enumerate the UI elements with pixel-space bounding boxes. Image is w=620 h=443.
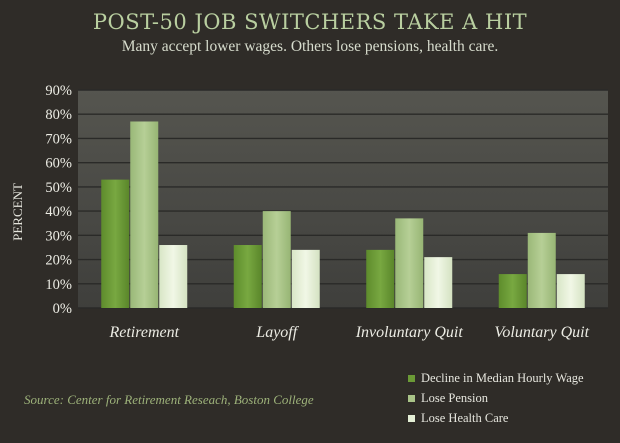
legend-label-wage: Decline in Median Hourly Wage xyxy=(421,370,584,385)
bar-wage-decline xyxy=(498,274,527,308)
legend-item-pension: Lose Pension xyxy=(408,388,616,408)
y-tick-label: 60% xyxy=(45,156,72,172)
y-tick-label: 10% xyxy=(45,277,72,293)
y-tick-label: 90% xyxy=(45,83,72,99)
y-axis-ticks: 0% 10% 20% 30% 40% 50% 60% 70% 80% 90% xyxy=(45,83,72,317)
source-note: Source: Center for Retirement Reseach, B… xyxy=(24,392,314,407)
x-tick-label: Involuntary Quit xyxy=(355,324,464,341)
bar-lose-health-care xyxy=(291,249,320,308)
bar-wage-decline xyxy=(101,179,130,308)
x-tick-label: Layoff xyxy=(255,324,299,341)
x-axis-ticks: Retirement Layoff Involuntary Quit Voluntar… xyxy=(108,324,589,341)
chart-title: POST-50 JOB SWITCHERS TAKE A HIT xyxy=(92,10,528,34)
legend-label-pension: Lose Pension xyxy=(421,390,489,405)
x-tick-label: Voluntary Quit xyxy=(494,324,589,341)
bar-lose-pension xyxy=(262,211,291,308)
bar-lose-health-care xyxy=(424,257,453,308)
x-tick-label: Retirement xyxy=(108,324,179,341)
legend-label-health: Lose Health Care xyxy=(421,410,509,425)
bars xyxy=(101,121,585,308)
legend-swatch-pension xyxy=(408,394,415,402)
bar-lose-health-care xyxy=(159,245,188,308)
legend-swatch-wage xyxy=(408,374,415,382)
bar-wage-decline xyxy=(233,245,262,308)
y-tick-label: 70% xyxy=(45,131,72,147)
y-tick-label: 40% xyxy=(45,204,72,220)
legend-swatch-health xyxy=(408,414,415,422)
y-tick-label: 30% xyxy=(45,228,72,244)
y-tick-label: 50% xyxy=(45,180,72,196)
bar-lose-pension xyxy=(527,232,556,308)
legend-item-wage: Decline in Median Hourly Wage xyxy=(408,368,616,388)
bar-lose-health-care xyxy=(556,274,585,308)
y-axis-label: PERCENT xyxy=(10,183,25,241)
bar-lose-pension xyxy=(395,218,424,308)
chart-subtitle: Many accept lower wages. Others lose pen… xyxy=(121,38,499,55)
bar-wage-decline xyxy=(366,249,395,308)
y-tick-label: 0% xyxy=(53,301,72,317)
y-tick-label: 20% xyxy=(45,253,72,269)
bar-lose-pension xyxy=(130,121,159,308)
y-tick-label: 80% xyxy=(45,107,72,123)
legend: Decline in Median Hourly Wage Lose Pensi… xyxy=(408,368,616,428)
legend-item-health: Lose Health Care xyxy=(408,408,616,428)
